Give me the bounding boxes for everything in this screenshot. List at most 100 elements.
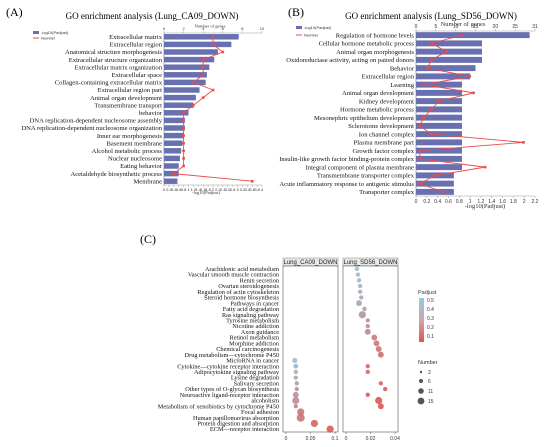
panel-c-category-label: Cytokine—cytokine receptor interaction <box>177 363 280 370</box>
panel-a-bar <box>164 72 207 78</box>
panel-b-top-tick-label: 15 <box>473 24 479 30</box>
panel-a-bottom-tick-label: 0 <box>163 187 166 192</box>
panel-b-bar <box>416 73 471 80</box>
panel-c-category-label: Salivary secretion <box>234 380 280 387</box>
panel-c-category-label: Regulation of actin cytoskeleton <box>197 289 280 296</box>
panel-c-category-label: Pathways in cancer <box>230 300 280 307</box>
panel-c-category-label: Morphine addiction <box>229 340 280 347</box>
dot <box>365 392 370 397</box>
panel-b-category-label: Regulation of hormone levels <box>336 32 415 39</box>
number-legend-dot <box>419 379 423 383</box>
panel-b-gene-marker <box>433 174 437 177</box>
panel-c-category-label: Axon guidance <box>241 329 279 336</box>
panel-a-gene-marker <box>250 179 254 183</box>
panel-a-bar <box>164 49 218 55</box>
panel-b-bottom-tick-label: 2.2 <box>532 199 539 205</box>
panel-b-top-tick-label: 0 <box>415 24 418 30</box>
panel-a-gene-marker <box>201 73 205 77</box>
number-legend-dot <box>418 388 424 394</box>
facet-strip-label: Lung_SD56_DOWN <box>343 260 397 266</box>
legend-bar-label: -log10(Padjust) <box>41 30 69 35</box>
panel-b-category-label: Acute inflammatory response to antigenic… <box>279 181 414 188</box>
panel-b-gene-line <box>418 34 524 193</box>
panel-b-bar <box>416 139 462 146</box>
panel-b-bottom-tick-label: 1.6 <box>499 199 506 205</box>
panel-b-category-label: Ion channel complex <box>359 131 415 138</box>
number-legend-label: 11 <box>428 389 433 395</box>
panel-b-legend: -log10(Padjust) Number <box>296 25 332 38</box>
panel-b-bar <box>416 131 462 138</box>
panel-c-category-label: Chemical carcinogenesis <box>216 346 279 353</box>
panel-c-category-label: Ras signaling pathway <box>222 312 280 319</box>
panel-b-bar <box>416 164 462 171</box>
panel-c-letter: (C) <box>140 232 156 246</box>
dot <box>373 340 380 347</box>
panel-b-gene-marker <box>468 75 472 78</box>
panel-b-x2label: Number of genes <box>441 21 486 28</box>
dot <box>356 278 362 283</box>
dot <box>294 381 299 386</box>
panel-a-category-label: Extracellular structure organization <box>69 57 163 64</box>
panel-b-top-tick-label: 5 <box>434 24 437 30</box>
panel-c-category-label: Protein digestion and absorption <box>197 421 280 428</box>
dot <box>365 364 370 369</box>
panel-b-bar <box>416 81 462 88</box>
facet-tick-label: 0 <box>345 436 348 442</box>
panel-c-category-label: Fatty acid degradation <box>223 306 280 313</box>
number-legend-title: Number <box>418 360 438 366</box>
panel-b-gene-marker <box>422 83 425 86</box>
dot <box>365 323 370 329</box>
panel-a-gene-marker <box>201 65 205 69</box>
panel-b-gene-marker <box>430 42 433 45</box>
dot <box>292 396 300 405</box>
panel-b-category-label: Oxidoreductase activity, acting on paire… <box>286 57 414 64</box>
panel-a-bottom-tick-label: 0.4 <box>171 187 177 192</box>
panel-c-category-label: Steroid hormone biosynthesis <box>204 295 279 302</box>
dot <box>375 396 383 405</box>
panel-a-bar <box>164 178 178 184</box>
dot <box>358 311 366 319</box>
dot <box>357 289 363 294</box>
panel-b-category-label: Hormone metabolic process <box>340 107 414 114</box>
panel-a-category-label: Extracellular matrix organization <box>75 64 163 71</box>
panel-a-bottom-tick-label: 1.8 <box>205 187 211 192</box>
panel-b-gene-marker <box>430 58 433 62</box>
legend-bar-swatch <box>296 26 302 29</box>
panel-a-gene-marker <box>211 43 215 46</box>
panel-b-category-label: Learning <box>390 82 415 89</box>
panel-a-gene-marker <box>182 164 185 168</box>
panel-a-gene-marker <box>182 134 185 137</box>
panel-c-category-label: Vascular smooth muscle contraction <box>188 272 280 279</box>
panel-b-gene-marker <box>445 50 449 53</box>
number-legend-dot <box>419 370 423 374</box>
number-legend-dot <box>417 397 425 405</box>
panel-a-category-label: Nuclear nucleosome <box>108 156 162 163</box>
panel-a-category-label: Inner ear morphogenesis <box>97 133 163 140</box>
dot <box>292 357 298 364</box>
panel-a-gene-marker <box>192 81 195 84</box>
panel-b-bottom-tick-label: 0.8 <box>456 199 463 205</box>
panel-a-bottom-tick-label: 3.2 <box>240 187 246 192</box>
panel-a-bar <box>164 148 182 154</box>
panel-b-category-label: Behavior <box>390 65 415 72</box>
panel-a-bottom-tick-label: 0.2 <box>166 187 172 192</box>
panel-b-bar <box>416 188 454 195</box>
dot <box>293 363 299 369</box>
panel-b-bar <box>416 180 454 187</box>
dot <box>362 306 367 312</box>
dot <box>365 318 370 323</box>
panel-b-category-label: Transmembrane transporter complex <box>317 173 415 180</box>
panel-b-bottom-tick-label: 2 <box>523 199 526 205</box>
dot <box>326 425 334 433</box>
panel-a-category-label: Acetaldehyde biosynthetic process <box>70 171 162 178</box>
panel-b-bar <box>416 48 482 55</box>
panel-a-bar <box>164 34 239 40</box>
panel-b-bar <box>416 89 462 96</box>
panel-a-bottom-tick-label: 3.4 <box>245 187 251 192</box>
panel-a-bar <box>164 41 232 48</box>
panel-a-bar <box>164 132 184 139</box>
panel-b-gene-marker <box>430 132 433 136</box>
facet-tick-label: 0.1 <box>332 436 339 442</box>
dot <box>359 295 364 300</box>
